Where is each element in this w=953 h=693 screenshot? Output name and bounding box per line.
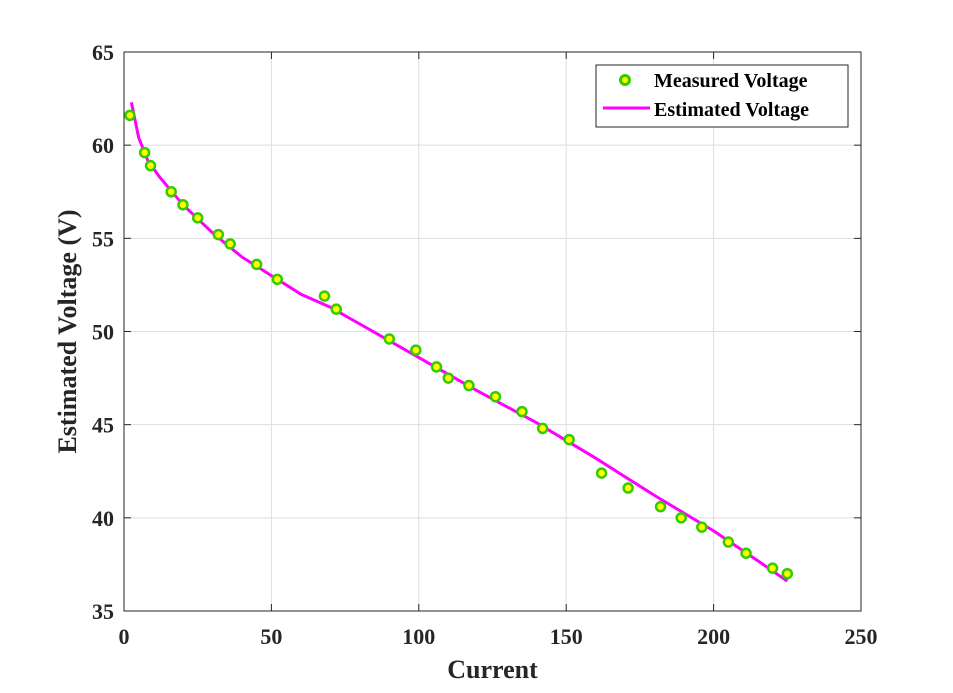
x-axis-title: Current bbox=[447, 655, 538, 684]
x-tick-label: 50 bbox=[260, 624, 282, 649]
y-axis-title: Estimated Voltage (V) bbox=[53, 209, 82, 453]
measured-voltage-point bbox=[250, 258, 263, 271]
measured-voltage-point bbox=[696, 521, 708, 533]
measured-voltage-point bbox=[766, 562, 779, 574]
measured-voltage-point bbox=[654, 500, 667, 513]
measured-voltage-point bbox=[177, 199, 189, 211]
x-tick-label: 150 bbox=[550, 624, 583, 649]
measured-voltage-point bbox=[138, 146, 151, 159]
y-tick-label: 40 bbox=[92, 506, 114, 531]
y-tick-label: 55 bbox=[92, 226, 114, 251]
legend-marker-measured bbox=[619, 74, 631, 86]
measured-voltage-point bbox=[722, 536, 735, 548]
measured-voltage-point bbox=[563, 433, 575, 446]
tick-marks bbox=[123, 51, 862, 612]
measured-voltage-point bbox=[212, 228, 225, 241]
y-tick-label: 35 bbox=[92, 599, 114, 624]
measured-voltage-point bbox=[165, 186, 177, 198]
measured-voltage-point bbox=[740, 547, 752, 559]
x-tick-labels: 0 50 100 150 200 250 bbox=[119, 624, 878, 649]
x-tick-label: 250 bbox=[845, 624, 878, 649]
x-tick-label: 100 bbox=[402, 624, 435, 649]
legend-box bbox=[595, 64, 849, 128]
grid bbox=[123, 51, 862, 612]
measured-voltage-point bbox=[781, 567, 794, 580]
measured-voltage-point bbox=[430, 361, 443, 373]
legend-label-estimated: Estimated Voltage bbox=[654, 99, 809, 121]
y-tick-labels: 35 40 45 50 55 60 65 bbox=[92, 40, 114, 624]
measured-voltage-point bbox=[318, 290, 331, 302]
measured-voltage-points-layer bbox=[124, 109, 794, 580]
measured-voltage-point bbox=[410, 344, 422, 356]
measured-voltage-point bbox=[144, 159, 157, 172]
measured-voltage-point bbox=[536, 422, 549, 435]
measured-voltage-point bbox=[595, 467, 608, 479]
measured-voltage-point bbox=[124, 109, 136, 122]
y-tick-label: 60 bbox=[92, 133, 114, 158]
measured-voltage-point bbox=[383, 333, 396, 345]
measured-voltage-point bbox=[442, 372, 455, 384]
legend-label-measured: Measured Voltage bbox=[654, 70, 808, 92]
estimated-voltage-line bbox=[129, 101, 789, 583]
measured-voltage-point bbox=[675, 512, 687, 524]
measured-voltage-point bbox=[224, 238, 236, 250]
x-tick-label: 200 bbox=[697, 624, 730, 649]
y-tick-label: 45 bbox=[92, 413, 114, 438]
measured-voltage-point bbox=[330, 303, 343, 315]
x-tick-label: 0 bbox=[119, 624, 130, 649]
y-tick-label: 65 bbox=[92, 40, 114, 65]
measured-voltage-point bbox=[489, 390, 502, 403]
measured-voltage-point bbox=[463, 379, 475, 392]
measured-voltage-point bbox=[622, 482, 634, 494]
measured-voltage-point bbox=[516, 405, 528, 418]
y-tick-label: 50 bbox=[92, 320, 114, 345]
estimated-voltage-line-layer bbox=[129, 101, 789, 583]
legend: Measured Voltage Estimated Voltage bbox=[595, 64, 849, 128]
measured-voltage-point bbox=[271, 273, 284, 286]
measured-voltage-point bbox=[191, 212, 204, 224]
